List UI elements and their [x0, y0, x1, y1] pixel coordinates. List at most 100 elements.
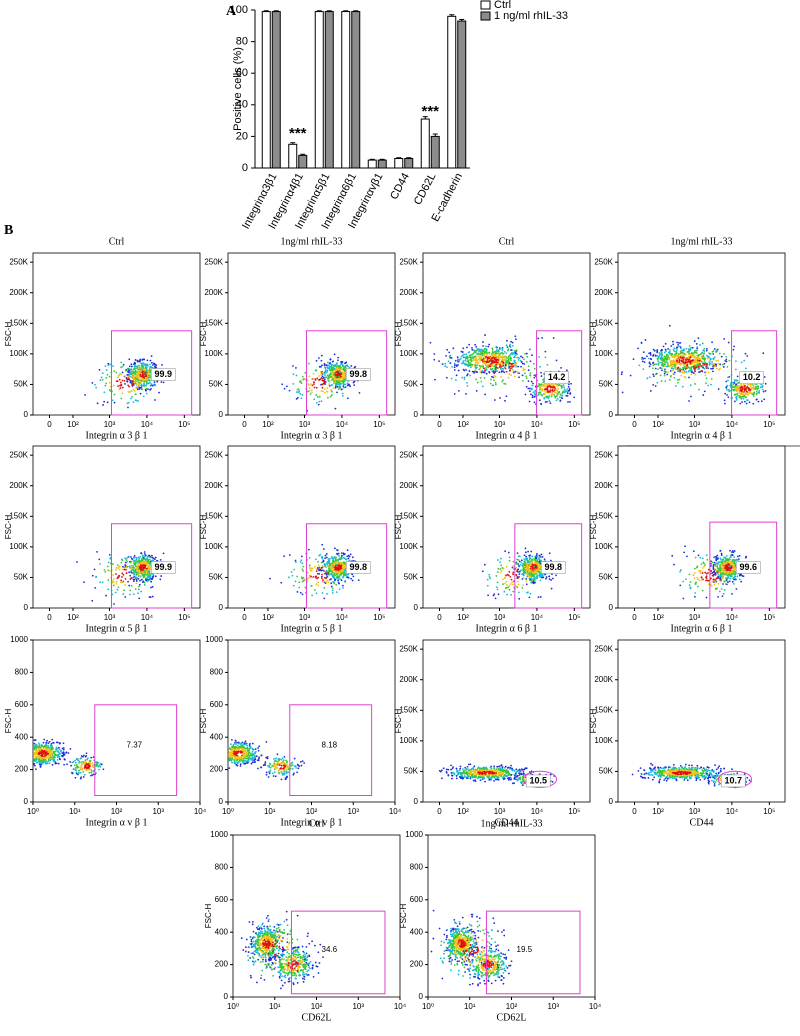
density-dot [523, 561, 525, 563]
density-dot [105, 595, 107, 597]
density-dot [494, 357, 496, 359]
density-dot [496, 586, 498, 588]
density-dot [541, 395, 543, 397]
density-dot [155, 557, 157, 559]
density-dot [737, 395, 739, 397]
density-dot [764, 376, 766, 378]
density-dot [341, 380, 343, 382]
density-dot [487, 346, 489, 348]
density-dot [143, 576, 145, 578]
density-dot [690, 370, 692, 372]
density-dot [149, 568, 151, 570]
density-dot [116, 581, 118, 583]
density-dot [160, 381, 162, 383]
density-dot [147, 377, 149, 379]
x-tick-label: 0 [47, 613, 52, 622]
density-dot [508, 552, 510, 554]
density-dot [482, 570, 484, 572]
density-dot [474, 370, 476, 372]
density-dot [738, 382, 740, 384]
density-dot [463, 362, 465, 364]
density-dot [675, 368, 677, 370]
density-dot [297, 591, 299, 593]
density-dot [342, 565, 344, 567]
density-dot [669, 379, 671, 381]
density-dot [664, 375, 666, 377]
density-dot [128, 369, 130, 371]
density-dot [471, 347, 473, 349]
density-dot [347, 384, 349, 386]
x-axis-label: Integrin α 4 β 1 [671, 430, 733, 441]
density-dot [552, 389, 554, 391]
density-dot [144, 582, 146, 584]
density-dot [340, 376, 342, 378]
density-dot [300, 561, 302, 563]
density-dot [704, 357, 706, 359]
density-dot [540, 372, 542, 374]
density-dot [438, 360, 440, 362]
density-dot [123, 589, 125, 591]
density-dot [490, 383, 492, 385]
density-dot [298, 390, 300, 392]
density-dot [682, 355, 684, 357]
density-dot [135, 576, 137, 578]
density-dot [133, 560, 135, 562]
density-dot [125, 370, 127, 372]
density-dot [530, 372, 532, 374]
density-dot [684, 362, 686, 364]
density-dot [495, 376, 497, 378]
density-dot [333, 560, 335, 562]
density-dot [534, 391, 536, 393]
density-dot [467, 373, 469, 375]
density-dot [117, 564, 119, 566]
density-dot [522, 374, 524, 376]
density-dot [545, 385, 547, 387]
density-dot [449, 355, 451, 357]
density-dot [544, 393, 546, 395]
density-dot [690, 347, 692, 349]
density-dot [128, 375, 130, 377]
density-dot [147, 556, 149, 558]
density-dot [725, 356, 727, 358]
density-dot [298, 388, 300, 390]
density-dot [694, 383, 696, 385]
density-dot [465, 369, 467, 371]
density-dot [140, 385, 142, 387]
density-dot [113, 385, 115, 387]
density-dot [476, 350, 478, 352]
density-dot [738, 385, 740, 387]
density-dot [132, 378, 134, 380]
density-dot [312, 567, 314, 569]
density-dot [455, 360, 457, 362]
density-dot [661, 364, 663, 366]
density-dot [295, 580, 297, 582]
density-dot [280, 582, 282, 584]
density-dot [323, 383, 325, 385]
y-tick-label: 100K [204, 349, 223, 358]
density-dot [538, 596, 540, 598]
density-dot [501, 381, 503, 383]
density-dot [672, 370, 674, 372]
density-dot [139, 560, 141, 562]
density-dot [482, 385, 484, 387]
density-dot [295, 367, 297, 369]
density-dot [344, 380, 346, 382]
density-dot [137, 592, 139, 594]
density-dot [538, 356, 540, 358]
density-dot [688, 371, 690, 373]
density-dot [537, 561, 539, 563]
density-dot [504, 550, 506, 552]
density-dot [676, 349, 678, 351]
density-dot [313, 381, 315, 383]
density-dot [317, 573, 319, 575]
density-dot [330, 582, 332, 584]
density-dot [674, 372, 676, 374]
density-dot [94, 384, 96, 386]
density-dot [146, 370, 148, 372]
density-dot [726, 385, 728, 387]
density-dot [139, 377, 141, 379]
density-dot [479, 353, 481, 355]
density-dot [143, 561, 145, 563]
density-dot [537, 338, 539, 340]
density-dot [546, 364, 548, 366]
